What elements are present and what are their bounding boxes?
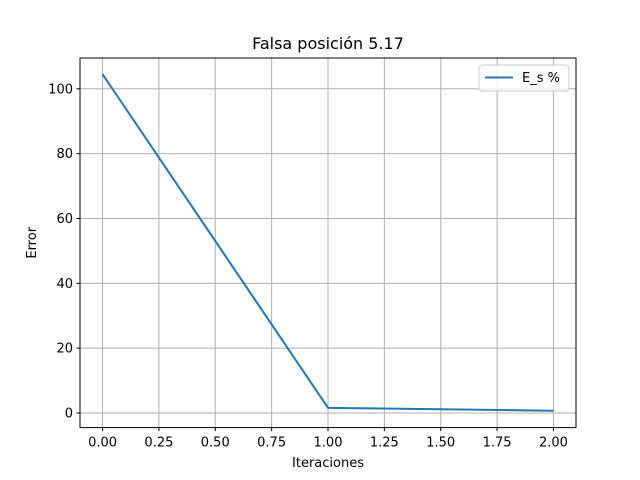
- x-tick-label: 0.50: [201, 436, 230, 451]
- x-tick-label: 0.00: [88, 436, 117, 451]
- grid-layer: [80, 58, 576, 428]
- y-tick-label: 40: [56, 277, 73, 292]
- series-line: [101, 73, 554, 412]
- legend-entry: E_s %: [522, 71, 560, 86]
- y-tick-label: 0: [65, 407, 73, 422]
- tick-layer: 0.00 0.25 0.50 0.75 1.00 1.25 1.50 1.75 2.00 0 20 4…: [48, 82, 568, 450]
- x-tick-label: 1.50: [426, 436, 455, 451]
- y-tick-label: 80: [56, 147, 73, 162]
- series-layer: [101, 73, 554, 412]
- chart-title: Falsa posición 5.17: [252, 34, 404, 53]
- y-axis-label: Error: [25, 226, 40, 258]
- x-tick-label: 1.75: [483, 436, 512, 451]
- y-tick-label: 60: [56, 212, 73, 227]
- legend: E_s %: [478, 64, 570, 92]
- x-tick-label: 1.25: [370, 436, 399, 451]
- x-tick-label: 0.25: [144, 436, 173, 451]
- x-tick-label: 1.00: [314, 436, 343, 451]
- y-tick-label: 100: [48, 82, 73, 97]
- x-axis-label: Iteraciones: [292, 456, 364, 471]
- x-tick-label: 2.00: [539, 436, 568, 451]
- x-tick-label: 0.75: [257, 436, 286, 451]
- y-tick-label: 20: [56, 342, 73, 357]
- legend-box: [478, 64, 570, 92]
